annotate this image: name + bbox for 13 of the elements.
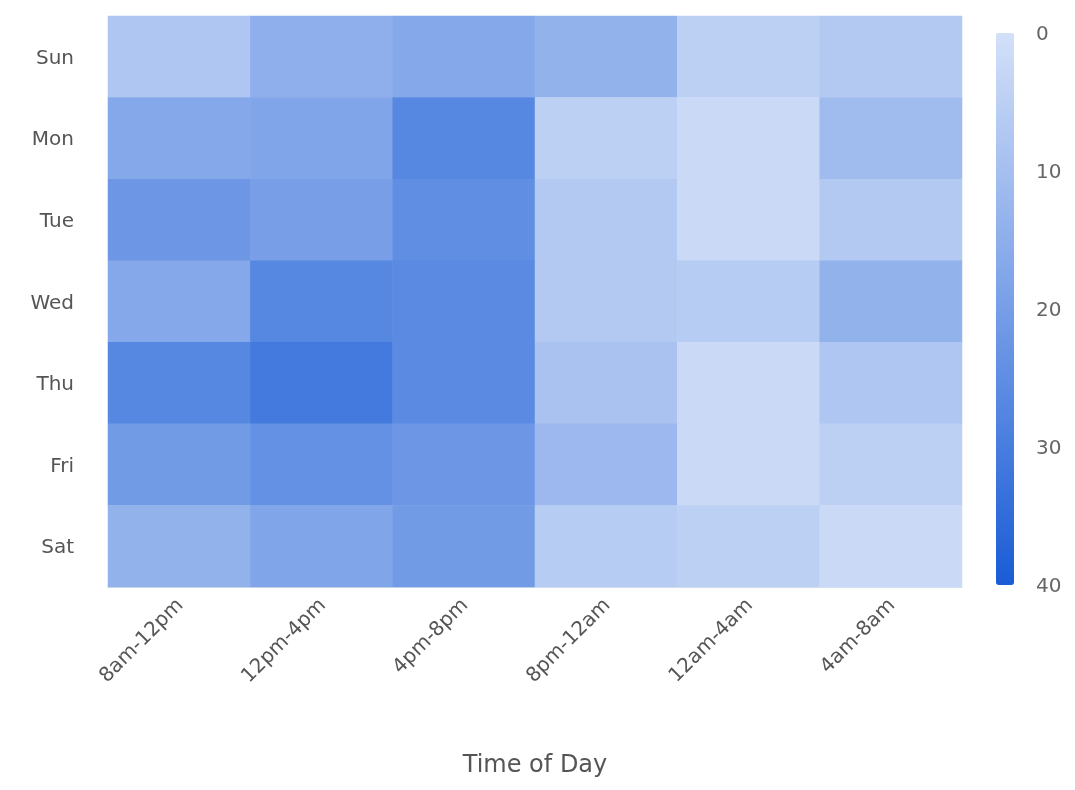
y-tick-label: Thu	[35, 371, 74, 396]
color-bar-label: 0	[1036, 21, 1049, 45]
x-axis-title: Time of Day	[461, 750, 608, 778]
y-tick-label: Sat	[41, 534, 75, 559]
y-tick-label: Wed	[30, 289, 74, 314]
y-tick-label: Mon	[31, 126, 74, 151]
color-bar-label: 30	[1036, 435, 1062, 459]
y-tick-label: Tue	[38, 207, 74, 232]
color-bar-label: 20	[1036, 297, 1062, 321]
y-tick-label: Fri	[50, 452, 74, 477]
color-bar-label: 40	[1036, 573, 1062, 597]
color-bar-label: 10	[1036, 159, 1062, 183]
y-tick-label: Sun	[35, 44, 74, 69]
